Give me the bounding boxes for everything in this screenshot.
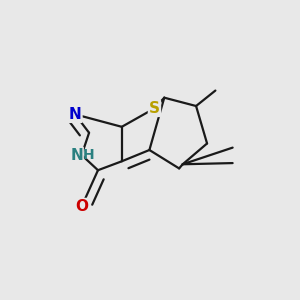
Text: O: O bbox=[75, 199, 88, 214]
Text: H: H bbox=[83, 148, 95, 162]
Text: S: S bbox=[149, 101, 160, 116]
Text: N: N bbox=[70, 148, 83, 163]
Text: N: N bbox=[69, 107, 82, 122]
